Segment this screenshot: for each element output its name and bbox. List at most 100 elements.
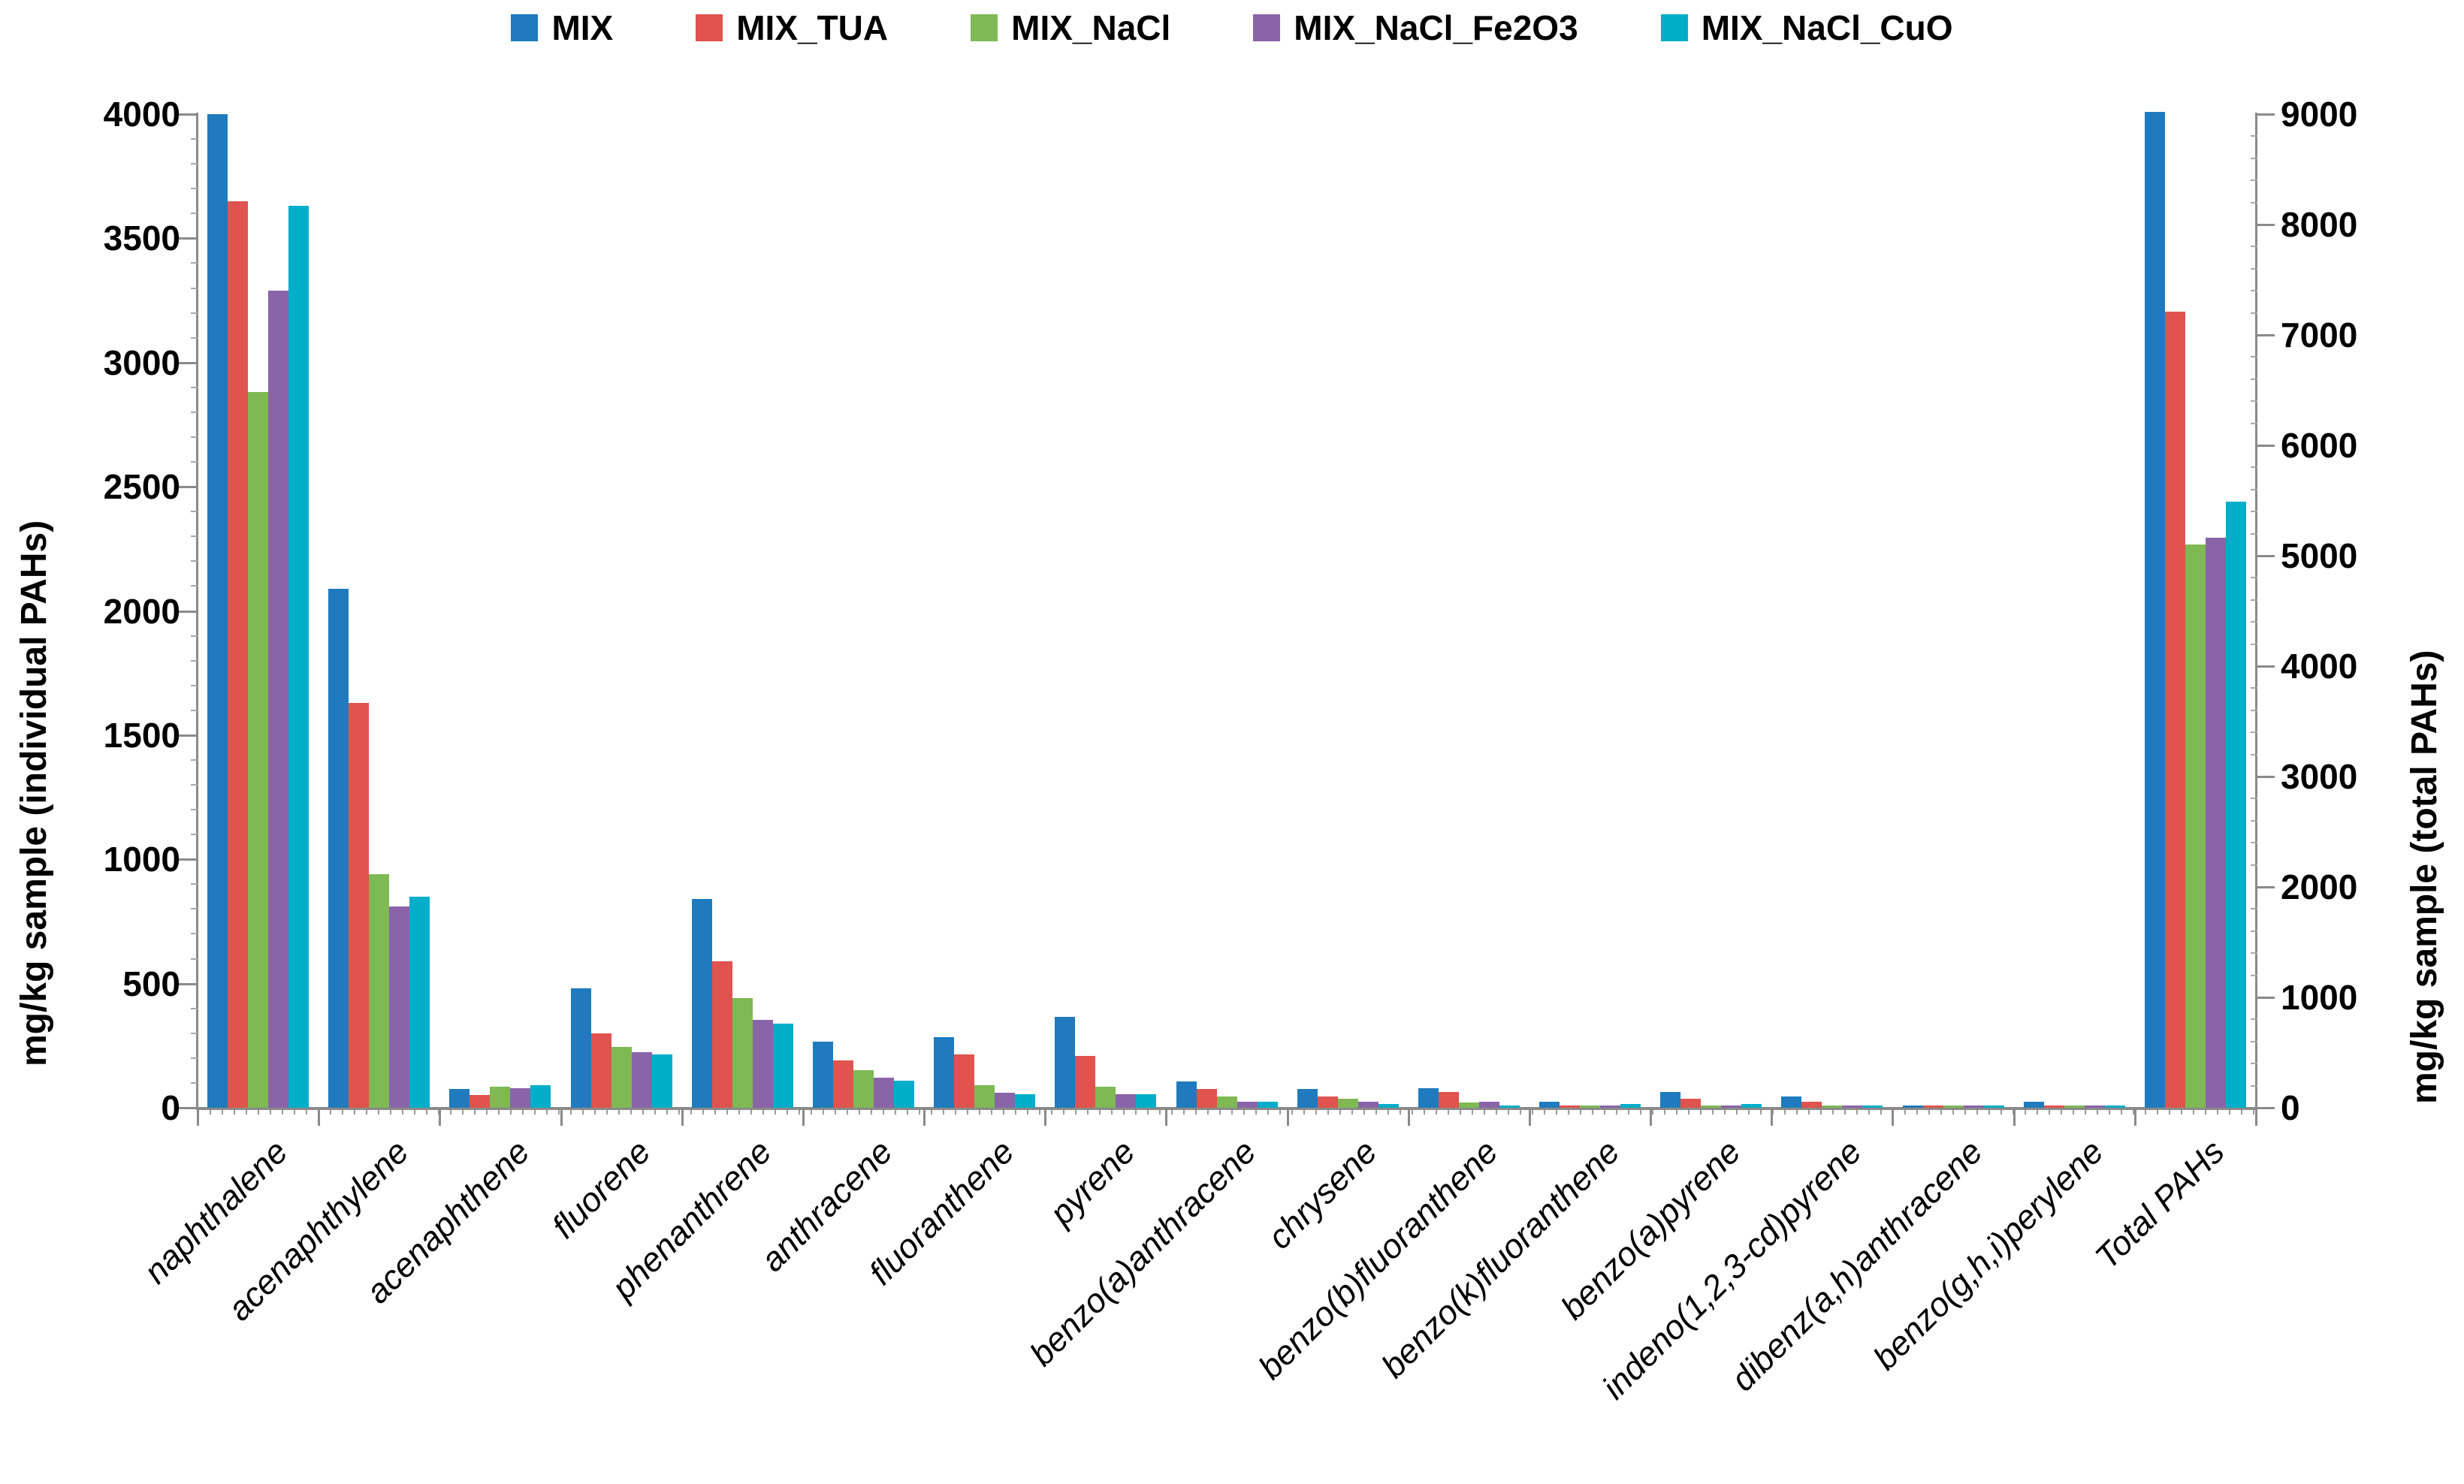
- left-axis-minor-tick: [191, 635, 198, 637]
- bar: [1781, 1096, 1801, 1108]
- bar: [2024, 1102, 2044, 1108]
- bar: [1822, 1105, 1842, 1108]
- left-axis-minor-tick: [191, 684, 198, 686]
- x-category-label: benzo(b)fluoranthene: [1251, 1132, 1505, 1387]
- bar: [1842, 1105, 1862, 1108]
- legend-swatch-icon: [696, 14, 723, 41]
- left-axis-minor-tick: [191, 908, 198, 910]
- bar: [409, 897, 430, 1108]
- right-axis-minor-tick: [2251, 290, 2257, 292]
- left-axis-minor-tick: [191, 312, 198, 314]
- bar: [1338, 1099, 1358, 1108]
- legend-item: MIX_NaCl: [971, 8, 1170, 48]
- left-axis-minor-tick: [191, 262, 198, 264]
- left-axis-minor-tick: [191, 287, 198, 289]
- legend-label: MIX: [551, 8, 614, 47]
- legend-label: MIX_NaCl: [1011, 8, 1171, 47]
- right-axis-minor-tick: [2251, 356, 2257, 358]
- bar: [470, 1095, 490, 1108]
- bar: [228, 201, 248, 1108]
- bar: [1459, 1102, 1479, 1108]
- left-axis-tick-label: 3500: [103, 219, 180, 258]
- bar: [1600, 1105, 1620, 1108]
- right-axis-tick: [2256, 113, 2275, 116]
- bar: [974, 1085, 995, 1108]
- left-axis-tick-label: 1500: [103, 715, 180, 755]
- bar: [954, 1054, 974, 1108]
- right-axis-minor-tick: [2251, 201, 2257, 204]
- right-axis-minor-tick: [2251, 819, 2257, 822]
- left-axis-minor-tick: [191, 659, 198, 662]
- bar: [1176, 1081, 1197, 1108]
- bar: [1964, 1105, 1984, 1108]
- right-axis-tick-label: 0: [2281, 1088, 2300, 1127]
- bar: [732, 998, 753, 1108]
- left-axis-minor-tick: [191, 535, 198, 538]
- bar: [1923, 1105, 1943, 1108]
- legend-swatch-icon: [1660, 14, 1688, 41]
- right-axis-minor-tick: [2251, 1040, 2257, 1042]
- left-axis-tick-label: 0: [161, 1088, 180, 1127]
- left-axis-tick: [179, 486, 198, 489]
- left-axis-minor-tick: [191, 411, 198, 413]
- bar: [288, 206, 309, 1108]
- right-axis-minor-tick: [2251, 864, 2257, 866]
- right-axis-tick-label: 6000: [2281, 426, 2358, 465]
- right-axis-tick: [2256, 555, 2275, 557]
- bar: [1136, 1094, 1156, 1108]
- left-axis-minor-tick: [191, 784, 198, 786]
- bar: [1237, 1102, 1258, 1108]
- right-axis-minor-tick: [2251, 731, 2257, 734]
- x-axis-tick: [439, 1108, 442, 1126]
- right-axis-tick: [2256, 334, 2275, 336]
- bar: [853, 1070, 874, 1108]
- bar: [328, 589, 349, 1108]
- bar: [2105, 1105, 2125, 1108]
- left-axis-tick: [179, 1107, 198, 1109]
- bar: [1318, 1096, 1338, 1108]
- bar: [652, 1054, 672, 1108]
- right-axis-minor-tick: [2251, 687, 2257, 689]
- bar: [995, 1093, 1015, 1108]
- left-axis-minor-tick: [191, 560, 198, 563]
- bar: [813, 1042, 833, 1108]
- left-axis-tick: [179, 610, 198, 613]
- left-axis-tick-label: 2000: [103, 591, 180, 631]
- x-axis-tick: [681, 1108, 684, 1126]
- x-axis-line: [196, 1107, 2257, 1110]
- bar: [369, 874, 389, 1108]
- x-axis-tick: [1892, 1108, 1895, 1126]
- right-axis-tick-label: 3000: [2281, 757, 2358, 796]
- right-axis-minor-tick: [2251, 422, 2257, 424]
- bar: [2165, 312, 2185, 1108]
- bar: [1943, 1105, 1964, 1108]
- right-axis-minor-tick: [2251, 135, 2257, 137]
- x-axis-tick: [1286, 1108, 1289, 1126]
- bar: [1258, 1102, 1278, 1108]
- right-axis-tick-label: 1000: [2281, 978, 2358, 1017]
- right-axis-minor-tick: [2251, 908, 2257, 910]
- legend-item: MIX_NaCl_Fe2O3: [1253, 8, 1578, 48]
- right-axis-minor-tick: [2251, 378, 2257, 380]
- left-axis-minor-tick: [191, 213, 198, 215]
- bar: [510, 1088, 530, 1108]
- left-axis-minor-tick: [191, 336, 198, 339]
- bar: [591, 1033, 611, 1108]
- bar: [349, 703, 369, 1108]
- right-y-axis-line: [2255, 113, 2257, 1110]
- right-axis-minor-tick: [2251, 1063, 2257, 1065]
- bar: [753, 1020, 773, 1108]
- left-axis-minor-tick: [191, 163, 198, 165]
- left-axis-tick-label: 500: [122, 964, 180, 1003]
- bar: [632, 1052, 652, 1108]
- bar: [1378, 1104, 1399, 1108]
- left-axis-minor-tick: [191, 1007, 198, 1009]
- bar: [1358, 1102, 1378, 1108]
- right-axis-minor-tick: [2251, 599, 2257, 601]
- x-axis-tick: [1165, 1108, 1168, 1126]
- right-axis-minor-tick: [2251, 312, 2257, 314]
- legend-swatch-icon: [971, 14, 998, 41]
- right-axis-minor-tick: [2251, 709, 2257, 711]
- bar: [449, 1089, 470, 1108]
